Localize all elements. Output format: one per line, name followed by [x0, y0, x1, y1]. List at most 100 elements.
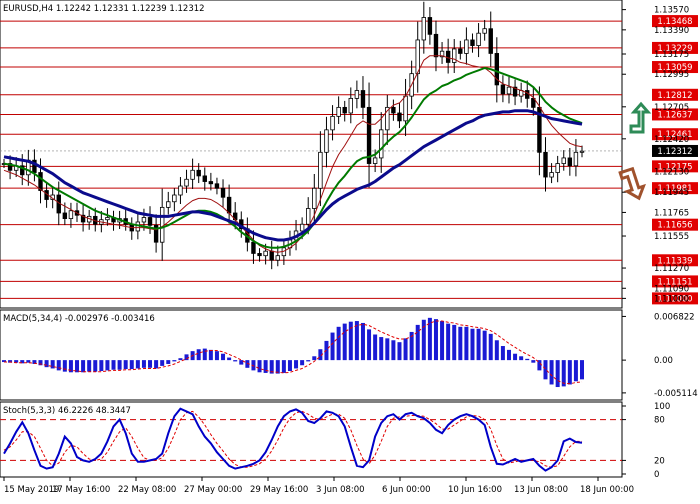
moving-averages — [3, 55, 583, 253]
arrow-down-icon — [618, 166, 646, 201]
level-tag — [652, 218, 698, 231]
candle-body — [482, 28, 487, 34]
macd-histogram-bar — [573, 360, 578, 382]
candle-body — [555, 163, 560, 173]
candle-body — [348, 97, 353, 114]
stoch-panel-frame — [0, 401, 623, 478]
candle-body — [257, 253, 262, 257]
stochastic-tick-label: 100 — [654, 402, 670, 412]
current-price-tag — [652, 144, 698, 157]
macd-histogram-bar — [2, 360, 6, 363]
price-tick-label: 1.12130 — [654, 167, 689, 177]
macd-histogram-bar — [464, 326, 469, 361]
macd-histogram-bar — [342, 323, 347, 361]
candle-body — [32, 159, 37, 173]
macd-title: MACD(5,34,4) -0.002976 -0.003416 — [3, 314, 155, 324]
macd-histogram-bar — [543, 360, 548, 380]
level-tag — [652, 254, 698, 267]
candle-body — [263, 250, 268, 257]
candle-body — [567, 157, 573, 167]
candle-body — [336, 106, 341, 117]
candle-body — [506, 86, 512, 95]
macd-histogram-bar — [549, 360, 554, 385]
level-tag-label: 1.11000 — [657, 294, 692, 304]
candle-body — [342, 106, 347, 114]
macd-histogram-bar — [32, 360, 37, 364]
macd-histogram-bar — [20, 360, 25, 364]
candle-body — [573, 151, 579, 167]
level-tag — [652, 88, 698, 101]
macd-histogram-bar — [427, 317, 432, 361]
sma-blue-line — [3, 109, 583, 242]
macd-histogram-bar — [452, 324, 457, 361]
macd-histogram-bar — [38, 360, 43, 366]
macd-histogram-bar — [68, 360, 73, 373]
stochastic-tick-label: 80 — [654, 416, 665, 426]
level-tag-label: 1.13229 — [657, 44, 692, 54]
macd-histogram-bar — [93, 360, 98, 372]
macd-histogram-bar — [214, 351, 219, 361]
candle-body — [251, 241, 256, 254]
macd-histogram-bar — [513, 353, 518, 361]
level-tag-label: 1.12175 — [657, 162, 692, 172]
candle-body — [391, 106, 396, 114]
macd-histogram-bar — [105, 360, 110, 371]
macd-histogram-bar — [50, 360, 55, 369]
macd-histogram-bar — [117, 360, 122, 370]
price-tick-label: 1.13570 — [654, 6, 689, 16]
candle-body — [452, 48, 457, 63]
level-tag-label: 1.12812 — [657, 91, 692, 101]
level-tag — [652, 108, 698, 121]
candle-body — [354, 90, 360, 99]
candle-body — [38, 172, 43, 191]
price-tick-label: 1.13390 — [654, 26, 689, 36]
candle-body — [476, 32, 481, 46]
macd-histogram-bar — [184, 354, 189, 361]
candle-body — [464, 39, 469, 54]
candle-body — [549, 172, 554, 178]
macd-histogram-bar — [148, 360, 153, 368]
macd-histogram-bar — [312, 356, 317, 361]
macd-histogram-bar — [81, 360, 86, 373]
macd-histogram-bar — [482, 330, 487, 361]
macd-histogram-bar — [56, 360, 61, 371]
macd-histogram-bar — [263, 360, 268, 373]
candle-body — [512, 86, 518, 97]
level-tag-label: 1.11656 — [657, 221, 692, 231]
candle-body — [324, 129, 329, 153]
current-price-label: 1.12312 — [657, 147, 692, 157]
candle-body — [537, 106, 542, 153]
macd-histogram-bar — [233, 360, 238, 362]
candle-body — [172, 194, 177, 203]
candle-body — [208, 181, 214, 185]
macd-histogram-bar — [379, 337, 384, 361]
time-tick-label: 18 Jun 00:00 — [580, 485, 634, 495]
candle-body — [385, 106, 390, 131]
macd-histogram-bar — [75, 360, 80, 373]
candle-body — [488, 28, 493, 54]
stochastic-title: Stoch(5,3,3) 46.2226 48.3447 — [3, 406, 131, 416]
macd-histogram-bar — [178, 358, 183, 361]
macd-histogram-bar — [251, 360, 256, 371]
macd-indicator — [2, 317, 584, 388]
candle-body — [226, 196, 232, 214]
macd-histogram-bar — [221, 353, 226, 361]
macd-histogram-bar — [135, 360, 140, 369]
macd-histogram-bar — [446, 323, 451, 361]
macd-histogram-bar — [391, 340, 396, 361]
candle-body — [214, 183, 220, 189]
price-tick-label: 1.11555 — [654, 232, 689, 242]
candle-body — [7, 163, 13, 171]
sma-green-line — [3, 67, 583, 249]
macd-histogram-bar — [154, 360, 159, 369]
macd-histogram-bar — [421, 319, 426, 361]
level-tag-label: 1.11981 — [657, 184, 692, 194]
candle-body — [531, 97, 536, 108]
candle-body — [427, 17, 433, 35]
macd-histogram-bar — [26, 360, 31, 363]
candle-body — [458, 48, 463, 54]
level-tag-label: 1.11151 — [657, 277, 692, 287]
stochastic-tick-label: 0 — [654, 470, 659, 480]
macd-histogram-bar — [525, 358, 530, 361]
